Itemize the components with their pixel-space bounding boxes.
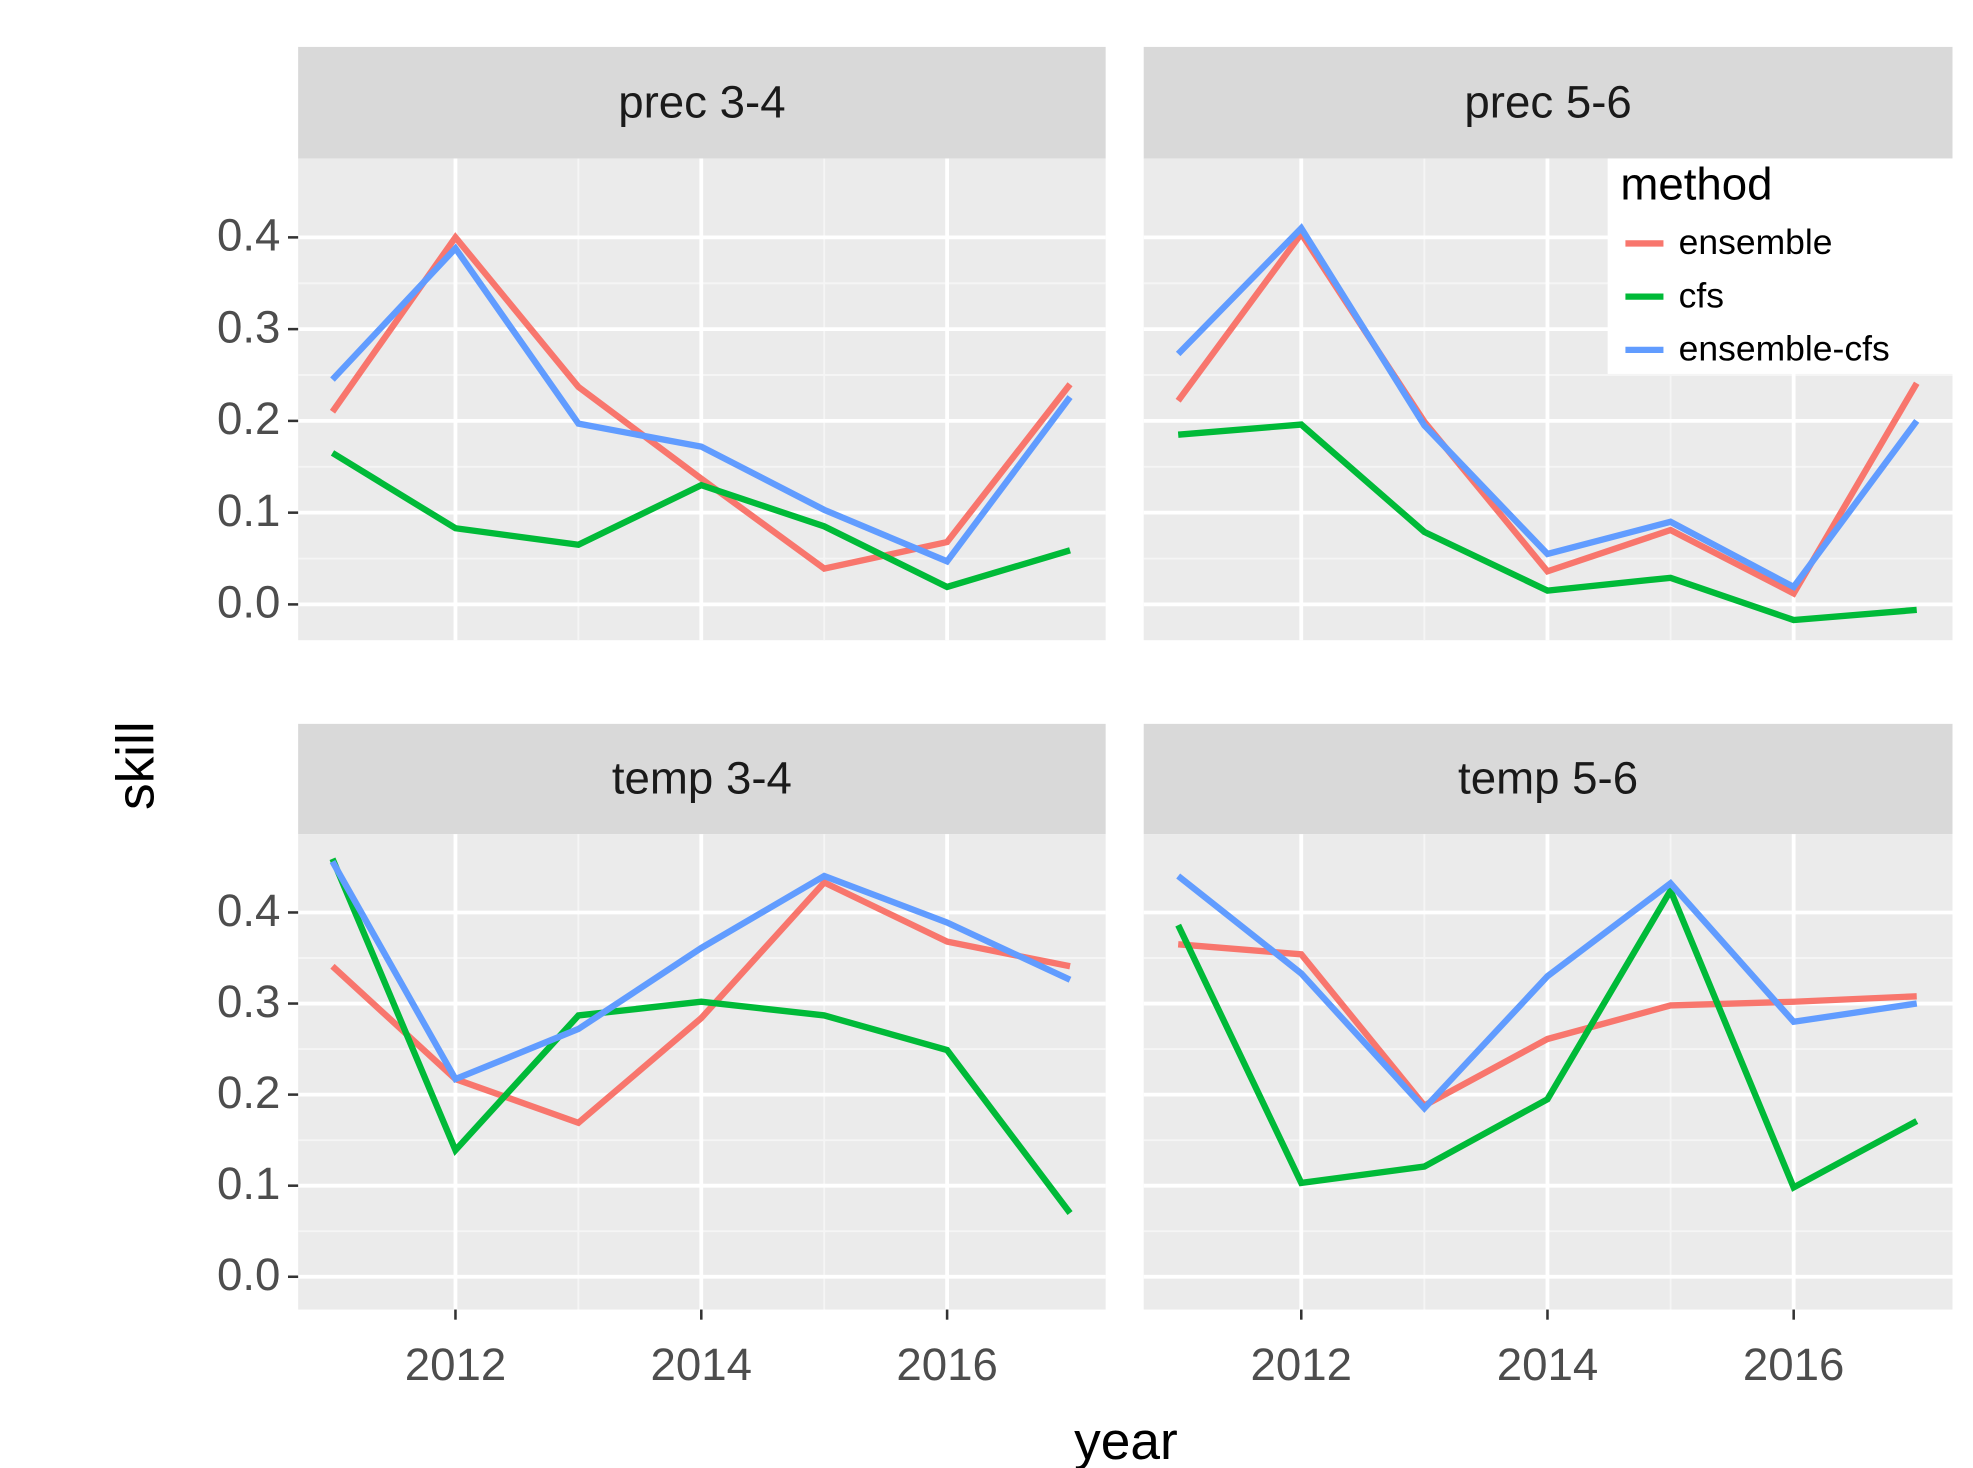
x-tick-label: 2014 — [651, 1339, 753, 1390]
y-tick-label: 0.3 — [217, 976, 280, 1027]
panel-title: temp 5-6 — [1458, 753, 1638, 804]
y-tick-label: 0.0 — [217, 1249, 280, 1300]
x-tick-label: 2012 — [1251, 1339, 1353, 1390]
line — [330, 243, 1073, 566]
y-tick-label: 0.2 — [217, 1067, 280, 1118]
strip — [298, 46, 1106, 159]
line — [329, 232, 1073, 572]
line — [1175, 223, 1920, 592]
y-tick-label: 0.2 — [217, 393, 280, 444]
line — [1175, 883, 1919, 1192]
x-tick-label: 2014 — [1497, 1339, 1598, 1390]
y-tick-label: 0.1 — [217, 1158, 280, 1209]
x-tick-label: 2016 — [896, 1339, 998, 1390]
y-tick-label: 0.4 — [217, 210, 280, 261]
panel-title: temp 3-4 — [612, 753, 792, 804]
y-tick-label: 0.4 — [217, 885, 280, 936]
legend-title: method — [1620, 159, 1772, 210]
strip — [298, 723, 1106, 835]
line — [1176, 873, 1918, 1113]
strip — [1143, 723, 1953, 835]
x-tick-label: 2012 — [405, 1339, 507, 1390]
legend-label: ensemble — [1679, 222, 1833, 262]
x-tick-label: 2016 — [1743, 1339, 1845, 1390]
legend-box — [1607, 158, 1953, 374]
line — [1177, 421, 1918, 624]
y-tick-label: 0.3 — [217, 301, 280, 352]
panel-title: prec 5-6 — [1464, 76, 1631, 127]
y-tick-label: 0.0 — [217, 577, 280, 628]
panel-title: prec 3-4 — [618, 76, 785, 127]
strip — [1143, 46, 1953, 159]
y-tick-label: 0.1 — [217, 485, 280, 536]
line — [330, 450, 1071, 591]
y-axis-title: skill — [107, 721, 166, 810]
legend-label: ensemble-cfs — [1679, 329, 1890, 369]
line — [1177, 941, 1917, 1110]
x-axis-title: year — [1074, 1412, 1178, 1468]
line — [329, 859, 1072, 1084]
line — [329, 857, 1073, 1215]
legend-label: cfs — [1679, 275, 1724, 315]
